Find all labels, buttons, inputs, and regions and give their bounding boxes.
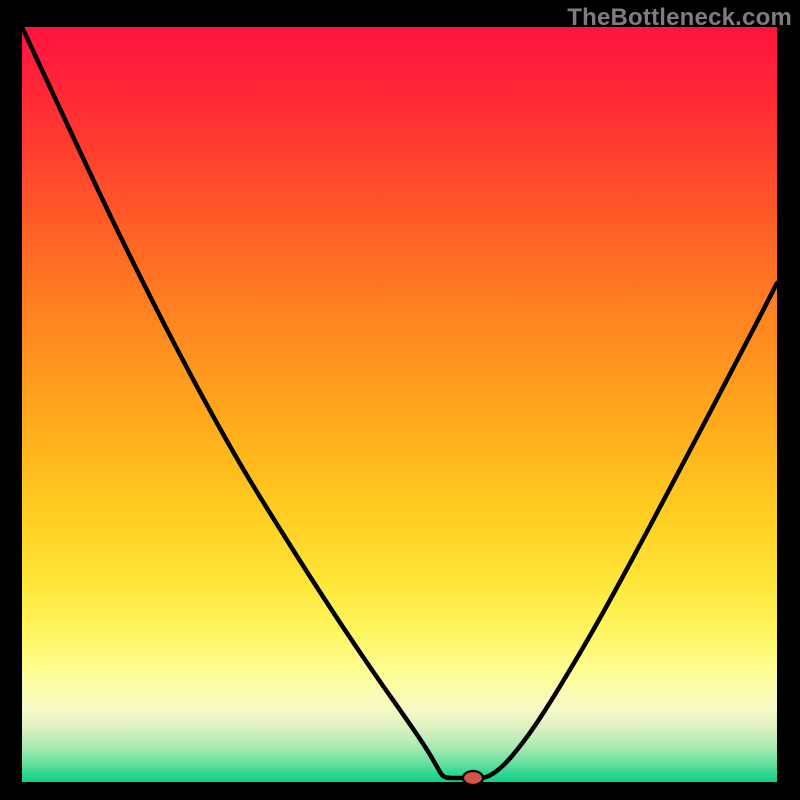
gradient-background bbox=[22, 27, 777, 782]
bottleneck-chart bbox=[0, 0, 800, 800]
figure-canvas: TheBottleneck.com bbox=[0, 0, 800, 800]
optimum-marker bbox=[463, 771, 483, 785]
